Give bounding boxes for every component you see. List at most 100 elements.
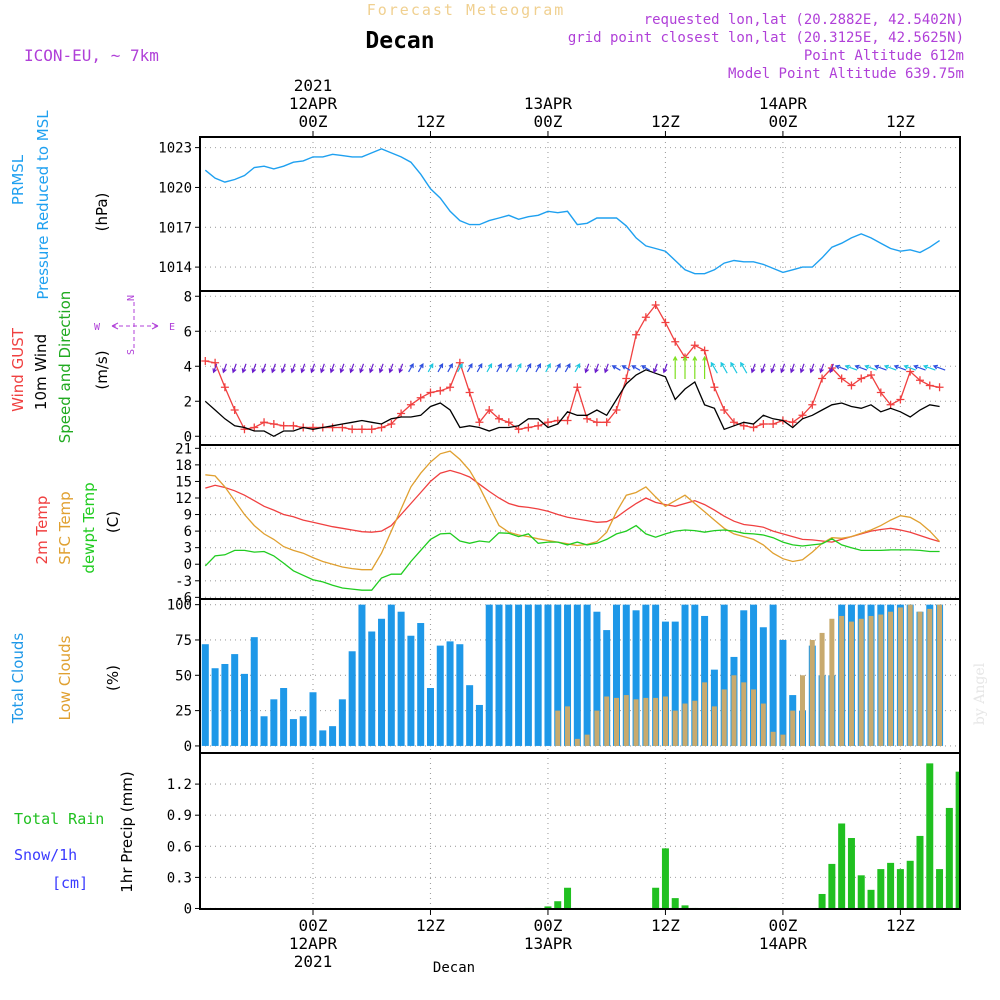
gust-marker [260,418,269,427]
bar-rain [847,837,855,909]
wind-direction-arrow [251,363,257,374]
wind-direction-arrow [378,363,384,374]
bar-low-clouds [594,710,600,746]
time-label-top: 12Z [886,112,915,131]
wind-direction-arrow [447,363,453,373]
location-title: Decan [365,28,434,54]
info-requested: requested lon,lat (20.2882E, 42.5402N) [644,12,964,28]
wind-direction-arrow [604,363,609,374]
wind-direction-arrow [922,364,936,371]
gust-marker [485,406,494,414]
gust-marker [847,381,856,390]
gust-marker [622,374,631,383]
temp-label-sfc: SFC Temp [56,491,74,564]
series-line-prmsl [204,148,940,275]
gust-marker [397,409,406,418]
gust-marker [710,383,719,392]
bar-rain [867,889,875,909]
bar-total-clouds [397,611,405,746]
bar-low-clouds [888,611,894,746]
bar-rain [887,862,895,909]
wind-direction-arrow [290,363,296,374]
wind-direction-arrow [388,363,394,374]
wind-direction-arrow [710,361,718,374]
bar-rain [896,869,904,909]
gust-marker [641,313,650,322]
bar-rain [544,906,552,909]
bar-total-clouds [603,630,611,746]
gust-marker [446,383,455,392]
time-label-top: 00Z [768,112,797,131]
gust-marker [739,421,748,430]
wind-direction-arrow [466,363,473,373]
info-model-altitude: Model Point Altitude 639.75m [728,66,964,82]
watermark: by Angel [972,662,988,725]
bar-rain [926,763,934,909]
bar-low-clouds [868,615,874,746]
wind-label-speed-dir: Speed and Direction [56,291,74,444]
ytick-label-temperature: 15 [175,474,192,490]
bar-total-clouds [329,726,337,746]
gust-marker [798,411,807,420]
wind-direction-arrow [893,364,907,371]
bar-total-clouds [593,611,601,746]
gust-marker [406,400,415,409]
bar-low-clouds [741,682,747,746]
bar-rain [838,823,846,909]
wind-direction-arrow [486,363,493,373]
gust-marker [720,406,729,414]
time-label-bottom: 00Z [299,916,328,935]
bar-rain [661,848,669,909]
wind-direction-arrow [271,363,276,374]
ytick-label-temperature: 12 [175,491,192,507]
ytick-label-wind: 4 [184,359,192,375]
wind-direction-arrow [339,363,345,374]
gust-marker [357,425,366,434]
gust-marker [230,406,239,414]
info-point-altitude: Point Altitude 612m [804,48,964,64]
bar-rain [916,835,924,909]
wind-direction-arrow [682,355,688,379]
ytick-label-wind: 8 [184,289,192,305]
gust-marker [534,421,543,430]
bar-rain [652,887,660,909]
temp-label-dewpt: dewpt Temp [80,482,98,573]
bar-low-clouds [643,697,649,746]
gust-marker [592,418,601,427]
gust-marker [543,418,552,427]
gust-marker [857,374,866,383]
compass-east: E [169,322,175,333]
bar-total-clouds [231,654,239,746]
bar-low-clouds [702,682,708,746]
wind-direction-arrow [621,365,631,371]
bar-low-clouds [897,607,903,746]
ytick-label-temperature: 21 [175,441,192,457]
wind-direction-arrow [496,363,502,373]
bar-total-clouds [378,618,386,746]
bar-total-clouds [779,639,787,746]
gust-marker [935,383,944,392]
frame-pressure [199,136,961,292]
bar-total-clouds [750,604,758,746]
gust-marker [788,418,797,427]
time-label-bottom: 12Z [416,916,445,935]
bar-total-clouds [691,604,699,746]
wind-direction-arrow [799,363,805,374]
time-label-top: 14APR [759,94,808,113]
wind-direction-arrow [280,363,286,374]
wind-direction-arrow [545,363,551,373]
gust-marker [886,400,895,409]
wind-direction-arrow [437,363,444,373]
bar-total-clouds [446,641,454,746]
wind-direction-arrow [554,363,561,373]
wind-direction-arrow [212,363,218,374]
temp-label-unit: (C) [104,511,122,533]
time-label-top: 13APR [524,94,573,113]
gust-marker [837,374,846,383]
wind-direction-arrow [535,363,542,373]
series-line-dewpt-temp [204,524,940,591]
wind-direction-arrow [525,363,532,373]
time-label-top: 00Z [534,112,563,131]
wind-direction-arrow [874,364,887,371]
gust-marker [573,383,582,392]
